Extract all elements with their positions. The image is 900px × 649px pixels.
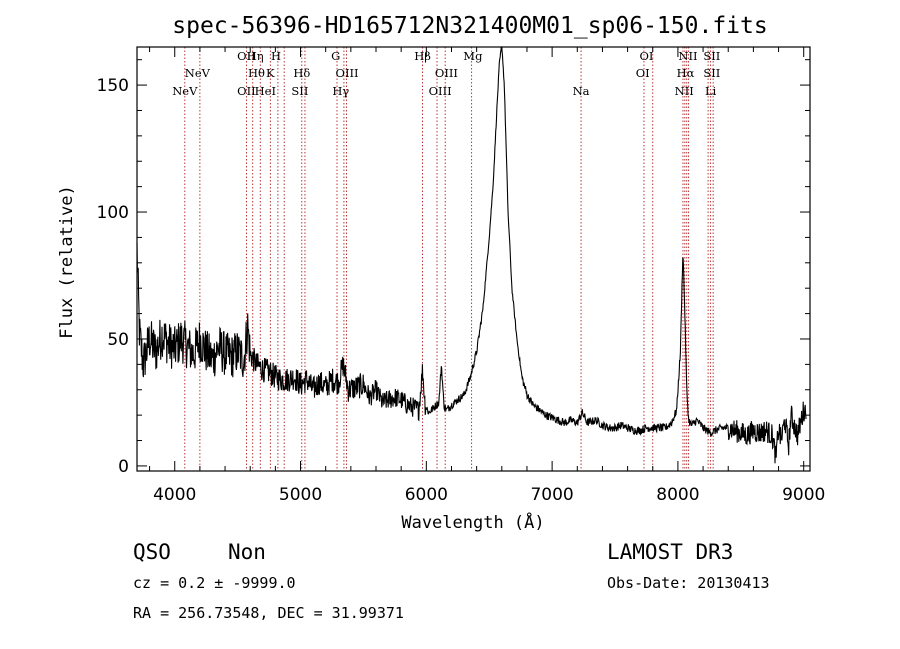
x-tick-label-8000: 8000	[656, 485, 699, 505]
line-label-nii-21: NII	[678, 49, 697, 63]
line-label-sii-25: SII	[703, 66, 720, 80]
y-tick-label-150: 150	[97, 76, 129, 96]
line-label-sii-10: SII	[291, 84, 308, 98]
line-label-nev-0: NeV	[172, 84, 198, 98]
line-label-mg-17: Mg	[463, 49, 483, 63]
line-label-hδ-9: Hδ	[293, 66, 310, 80]
line-label-hγ-13: Hγ	[332, 84, 349, 98]
line-label-hθ-5: Hθ	[248, 66, 265, 80]
line-label-hei-6: HeI	[255, 84, 276, 98]
line-label-hη-4: Hη	[247, 49, 264, 63]
line-label-oiii-16: OIII	[429, 84, 452, 98]
line-label-sii-24: SII	[703, 49, 720, 63]
line-label-oii-3: OII	[237, 84, 256, 98]
object-class: QSO	[133, 540, 171, 564]
survey-name: LAMOST DR3	[607, 540, 734, 564]
line-label-nii-23: NII	[675, 84, 694, 98]
x-tick-label-5000: 5000	[279, 485, 322, 505]
spectral-line-markers	[184, 47, 714, 471]
spectrum-line	[136, 46, 807, 464]
line-label-oi-19: OI	[639, 49, 653, 63]
object-subclass: Non	[228, 540, 266, 564]
chart-title: spec-56396-HD165712N321400M01_sp06-150.f…	[172, 13, 767, 39]
line-label-oiii-15: OIII	[435, 66, 458, 80]
x-tick-label-9000: 9000	[782, 485, 825, 505]
x-tick-label-7000: 7000	[530, 485, 573, 505]
obs-date: Obs-Date: 20130413	[607, 574, 770, 592]
line-label-hα-22: Hα	[677, 66, 695, 80]
line-label-hβ-14: Hβ	[414, 49, 431, 63]
x-tick-label-6000: 6000	[405, 485, 448, 505]
line-label-k-8: K	[266, 66, 275, 80]
y-tick-label-100: 100	[97, 203, 129, 223]
line-label-li-26: Li	[705, 84, 717, 98]
x-tick-label-4000: 4000	[153, 485, 196, 505]
line-label-oiii-12: OIII	[336, 66, 359, 80]
axis-ticks: 4000 5000 6000 7000 8000 9000 0 50 100 150	[97, 47, 825, 505]
x-axis-label: Wavelength (Å)	[401, 511, 544, 533]
line-label-oii-2: OII	[237, 49, 256, 63]
plot-frame	[136, 46, 811, 472]
line-label-g-11: G	[331, 49, 340, 63]
line-label-oi-20: OI	[636, 66, 650, 80]
line-label-h-7: H	[271, 49, 281, 63]
y-tick-label-0: 0	[118, 457, 129, 477]
y-tick-label-50: 50	[107, 330, 129, 350]
redshift-cz: cz = 0.2 ± -9999.0	[133, 574, 296, 592]
y-axis-label: Flux (relative)	[57, 185, 77, 339]
line-label-na-18: Na	[573, 84, 590, 98]
line-label-nev-1: NeV	[185, 66, 211, 80]
ra-dec: RA = 256.73548, DEC = 31.99371	[133, 604, 404, 622]
